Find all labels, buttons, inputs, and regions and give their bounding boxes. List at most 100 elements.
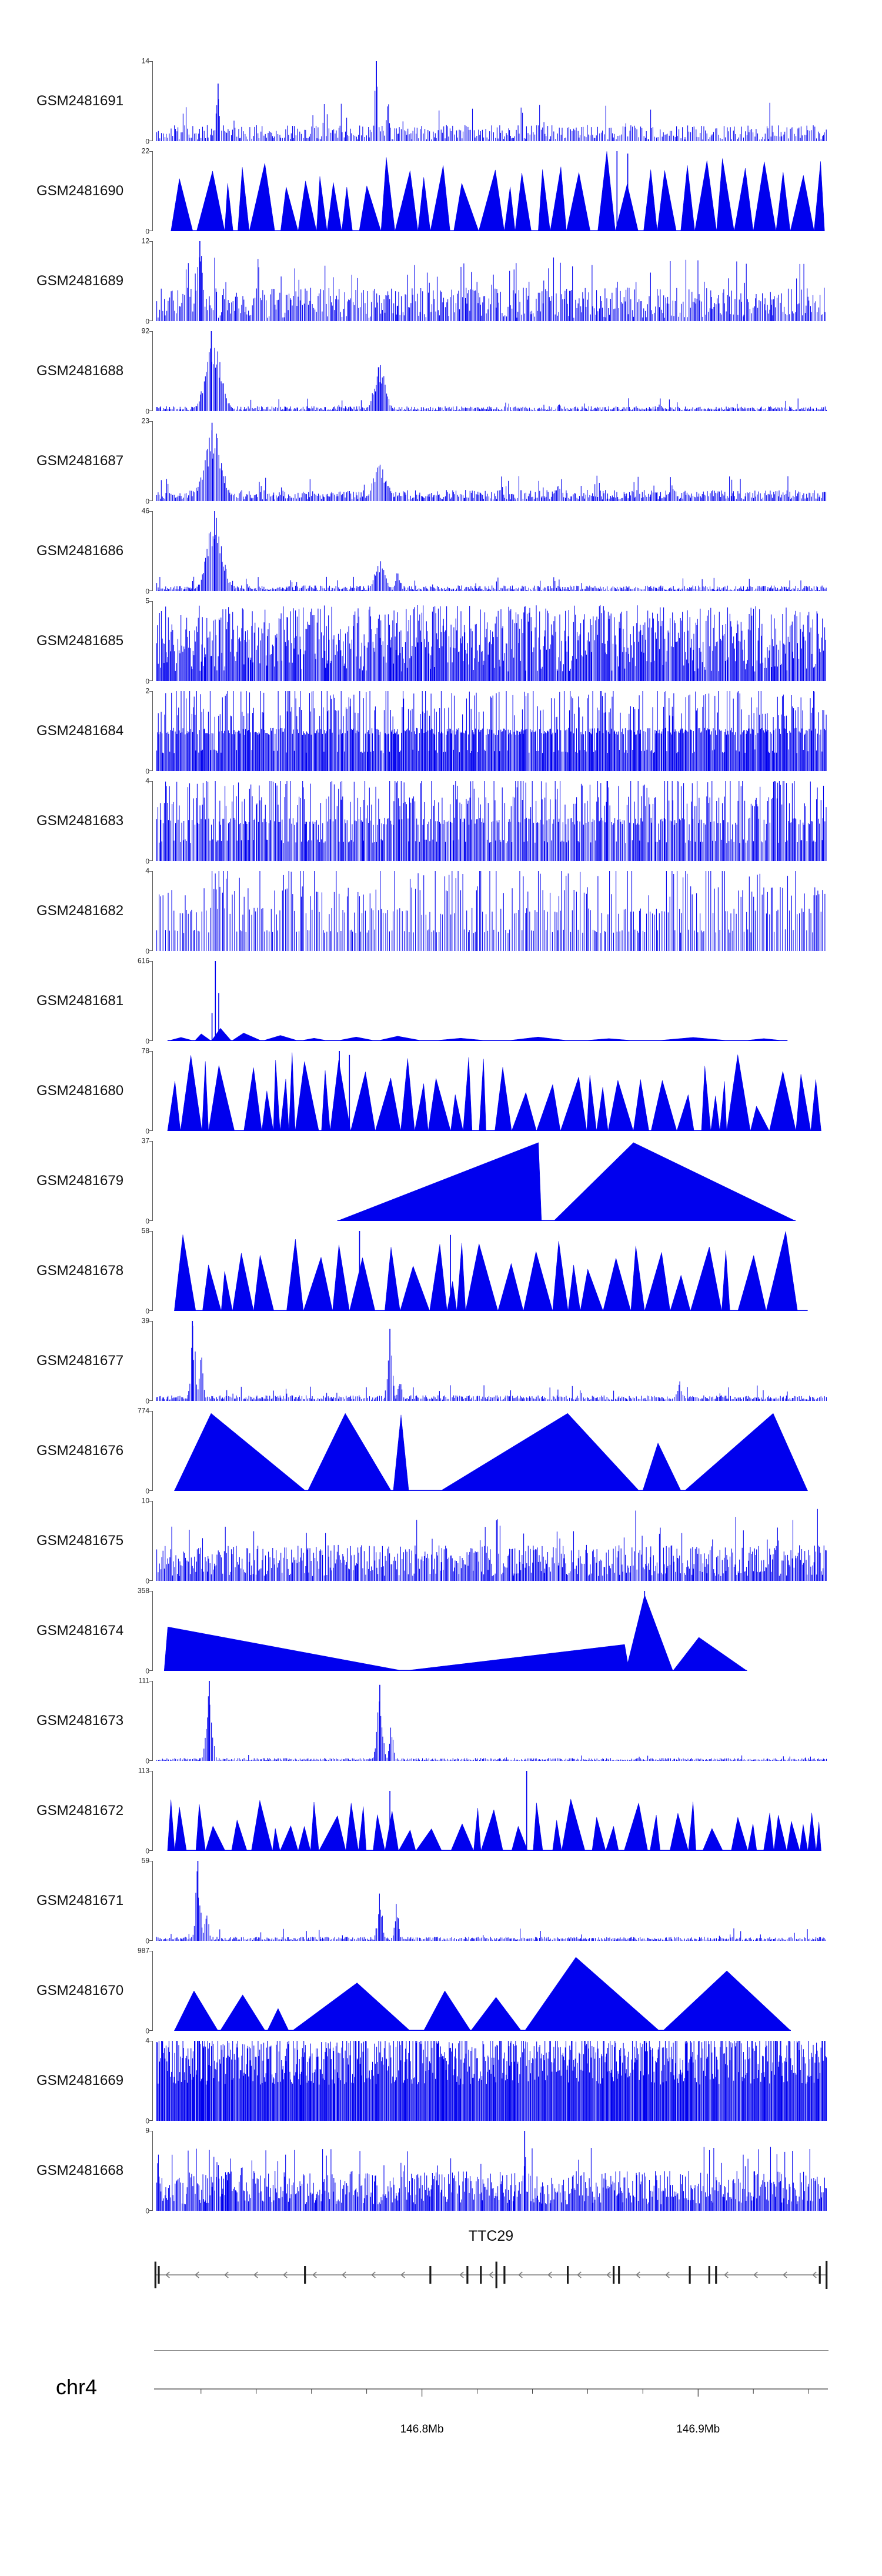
- track-ymax-label: 9: [145, 2126, 149, 2135]
- signal-plot: [156, 781, 827, 861]
- track-yaxis-tick: [149, 950, 152, 951]
- track-yaxis-tick: [149, 2120, 152, 2121]
- track-row: GSM2481669 4 0: [0, 2033, 882, 2125]
- strand-arrow-icon: [547, 2271, 552, 2278]
- track-yaxis-tick: [149, 770, 152, 771]
- track-yaxis-tick: [149, 1051, 152, 1052]
- track-label: GSM2481687: [36, 453, 124, 469]
- exon-mark: [818, 2266, 821, 2284]
- track-yaxis-tick: [149, 1400, 152, 1401]
- track-ymin-label: 0: [145, 497, 149, 506]
- track-yaxis-tick: [149, 2030, 152, 2031]
- track-row: GSM2481673 111 0: [0, 1673, 882, 1765]
- strand-arrow-icon: [342, 2271, 346, 2278]
- track-ymin-label: 0: [145, 407, 149, 416]
- track-yaxis-tick: [149, 1040, 152, 1041]
- track-yaxis-tick: [149, 691, 152, 692]
- track-yaxis-tick: [149, 961, 152, 962]
- track-yaxis-tick: [149, 1850, 152, 1851]
- track-ymax-label: 10: [141, 1496, 149, 1505]
- track-yaxis-tick: [149, 871, 152, 872]
- track-yaxis-tick: [149, 1940, 152, 1941]
- track-ymin-label: 0: [145, 767, 149, 776]
- strand-arrow-icon: [165, 2271, 170, 2278]
- track-ymin-label: 0: [145, 227, 149, 236]
- track-yaxis-line: [152, 511, 153, 591]
- signal-plot: [174, 1231, 808, 1311]
- track-yaxis-tick: [149, 421, 152, 422]
- genome-axis: 146.8Mb 146.9Mb: [154, 2388, 828, 2435]
- track-ymin-label: 0: [145, 1667, 149, 1676]
- strand-arrow-icon: [489, 2271, 493, 2278]
- signal-plot: [337, 1142, 796, 1221]
- exon-mark: [708, 2266, 710, 2284]
- gene-title: TTC29: [468, 2228, 514, 2244]
- track-yaxis-line: [152, 1141, 153, 1221]
- track-yaxis-tick: [149, 1670, 152, 1671]
- track-ymax-label: 113: [138, 1766, 149, 1775]
- signal-plot: [156, 1681, 827, 1761]
- signal-plot: [156, 2041, 827, 2121]
- signal-plot: [174, 1957, 791, 2031]
- track-yaxis-line: [152, 601, 153, 681]
- track-ymin-label: 0: [145, 1487, 149, 1496]
- track-row: GSM2481678 58 0: [0, 1223, 882, 1315]
- track-ymax-label: 616: [137, 956, 149, 965]
- track-ymax-label: 39: [141, 1316, 149, 1325]
- track-ymax-label: 78: [141, 1046, 149, 1055]
- track-yaxis-tick: [149, 1411, 152, 1412]
- track-yaxis-line: [152, 1051, 153, 1131]
- track-yaxis-line: [152, 331, 153, 411]
- track-label: GSM2481686: [36, 543, 124, 559]
- track-ymax-label: 59: [141, 1856, 149, 1865]
- track-yaxis-tick: [149, 860, 152, 861]
- track-yaxis-line: [152, 1231, 153, 1311]
- track-row: GSM2481686 46 0: [0, 503, 882, 595]
- track-ymax-label: 23: [141, 416, 149, 425]
- track-yaxis-tick: [149, 1130, 152, 1131]
- track-row: GSM2481672 113 0: [0, 1763, 882, 1855]
- exon-mark: [495, 2261, 497, 2288]
- track-row: GSM2481691 14 0: [0, 53, 882, 145]
- track-row: GSM2481668 9 0: [0, 2123, 882, 2215]
- track-ymax-label: 46: [141, 506, 149, 515]
- track-row: GSM2481687 23 0: [0, 413, 882, 506]
- track-yaxis-tick: [149, 1580, 152, 1581]
- track-label: GSM2481680: [36, 1083, 124, 1099]
- track-ymax-label: 92: [141, 326, 149, 335]
- strand-arrow-icon: [283, 2271, 288, 2278]
- track-ymax-label: 4: [145, 2036, 149, 2045]
- signal-plot: [156, 61, 827, 141]
- track-yaxis-tick: [149, 1231, 152, 1232]
- track-yaxis-tick: [149, 601, 152, 602]
- track-ymax-label: 12: [141, 236, 149, 245]
- track-ymin-label: 0: [145, 317, 149, 326]
- track-ymin-label: 0: [145, 1937, 149, 1946]
- exon-mark: [826, 2261, 828, 2289]
- signal-plot: [156, 422, 827, 501]
- track-yaxis-tick: [149, 331, 152, 332]
- strand-arrow-icon: [312, 2271, 317, 2278]
- exon-mark: [503, 2266, 506, 2284]
- track-ymax-label: 58: [141, 1226, 149, 1235]
- track-ymin-label: 0: [145, 1397, 149, 1406]
- track-ymin-label: 0: [145, 2207, 149, 2215]
- track-label: GSM2481676: [36, 1443, 124, 1459]
- track-label: GSM2481688: [36, 363, 124, 379]
- signal-tracks: GSM2481691 14 0 GSM2481690 22 0 GSM2481689 12 0 G…: [0, 53, 882, 2215]
- signal-plot: [174, 1413, 808, 1491]
- track-yaxis-line: [152, 871, 153, 951]
- signal-plot: [163, 1591, 747, 1671]
- track-ymin-label: 0: [145, 1577, 149, 1586]
- track-label: GSM2481681: [36, 993, 124, 1009]
- track-row: GSM2481677 39 0: [0, 1313, 882, 1406]
- track-label: GSM2481679: [36, 1173, 124, 1189]
- track-yaxis-tick: [149, 241, 152, 242]
- track-row: GSM2481684 2 0: [0, 683, 882, 776]
- track-ymax-label: 987: [137, 1946, 149, 1955]
- track-label: GSM2481675: [36, 1533, 124, 1549]
- exon-mark: [567, 2266, 569, 2284]
- track-yaxis-line: [152, 2041, 153, 2121]
- track-label: GSM2481670: [36, 1983, 124, 1998]
